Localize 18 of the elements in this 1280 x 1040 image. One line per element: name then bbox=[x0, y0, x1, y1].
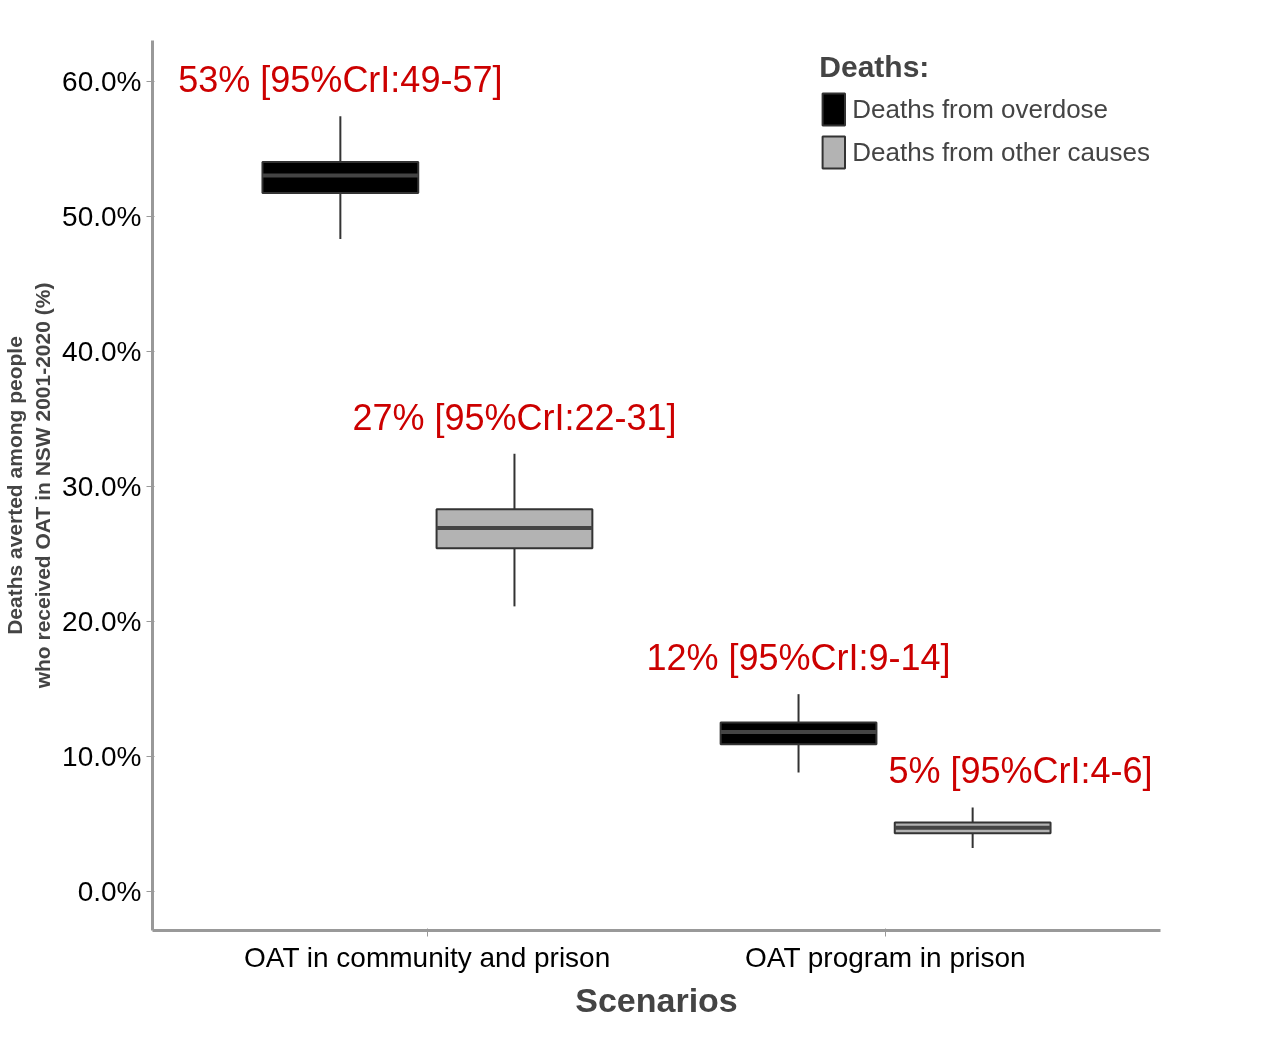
y-tick-label: 50.0% bbox=[62, 200, 142, 232]
y-tick-label: 20.0% bbox=[62, 605, 142, 637]
y-tick-label: 60.0% bbox=[62, 65, 142, 97]
annotation: 5% [95%CrI:4-6] bbox=[888, 750, 1153, 792]
x-tick-label: OAT in community and prison bbox=[244, 941, 611, 973]
y-tick-label: 10.0% bbox=[62, 740, 142, 772]
legend-title: Deaths: bbox=[819, 50, 931, 84]
legend-label: Deaths from other causes bbox=[852, 136, 1150, 168]
annotation: 27% [95%CrI:22-31] bbox=[352, 396, 677, 438]
y-tick-label: 0.0% bbox=[77, 875, 142, 907]
y-tick-label: 40.0% bbox=[62, 335, 142, 367]
y-axis-title: Deaths averted among people who received OAT in NSW 2001-2020 (%) bbox=[3, 282, 55, 690]
x-tick-label: OAT program in prison bbox=[745, 941, 1026, 973]
x-axis-title: Scenarios bbox=[575, 980, 738, 1019]
legend-label: Deaths from overdose bbox=[852, 93, 1109, 125]
y-tick-label: 30.0% bbox=[62, 470, 142, 502]
annotation: 12% [95%CrI:9-14] bbox=[646, 636, 951, 678]
annotation: 53% [95%CrI:49-57] bbox=[178, 58, 503, 100]
